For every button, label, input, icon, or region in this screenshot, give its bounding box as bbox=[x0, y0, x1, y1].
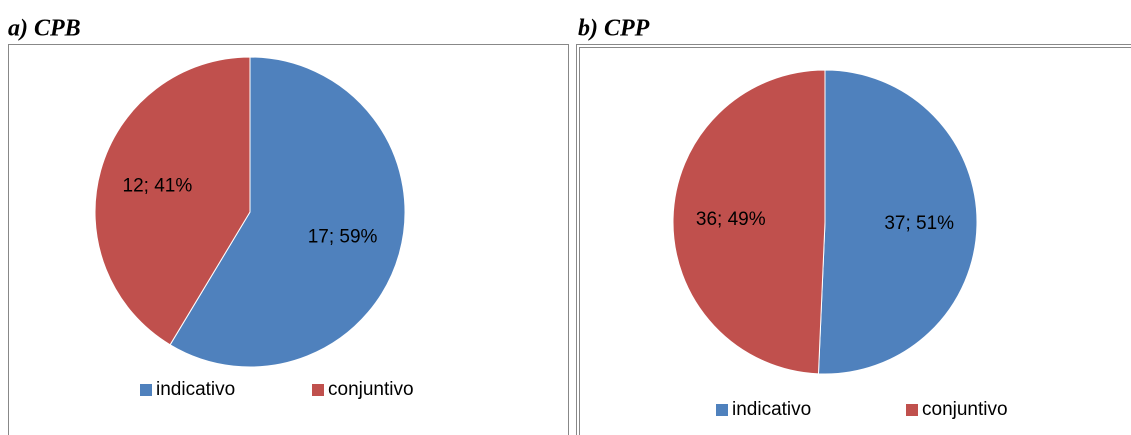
legend-swatch bbox=[140, 384, 152, 396]
frame bbox=[8, 44, 569, 435]
pie-slice bbox=[817, 69, 978, 375]
legend-label: conjuntivo bbox=[922, 399, 1008, 420]
chart-title: a) CPB bbox=[8, 16, 81, 42]
chart-title: b) CPP bbox=[578, 16, 650, 42]
legend-swatch bbox=[716, 404, 728, 416]
pie-slice bbox=[672, 69, 826, 375]
legend-label: indicativo bbox=[732, 399, 811, 420]
frame bbox=[579, 47, 1131, 435]
data-label: 17; 59% bbox=[308, 227, 378, 248]
legend-swatch bbox=[312, 384, 324, 396]
legend-label: indicativo bbox=[156, 379, 235, 400]
pie-slice bbox=[94, 56, 251, 346]
legend-label: conjuntivo bbox=[328, 379, 414, 400]
data-label: 37; 51% bbox=[884, 213, 954, 234]
data-label: 36; 49% bbox=[696, 209, 766, 230]
pie-slice bbox=[169, 56, 406, 368]
legend-swatch bbox=[906, 404, 918, 416]
frame bbox=[576, 44, 1131, 435]
data-label: 12; 41% bbox=[123, 175, 193, 196]
